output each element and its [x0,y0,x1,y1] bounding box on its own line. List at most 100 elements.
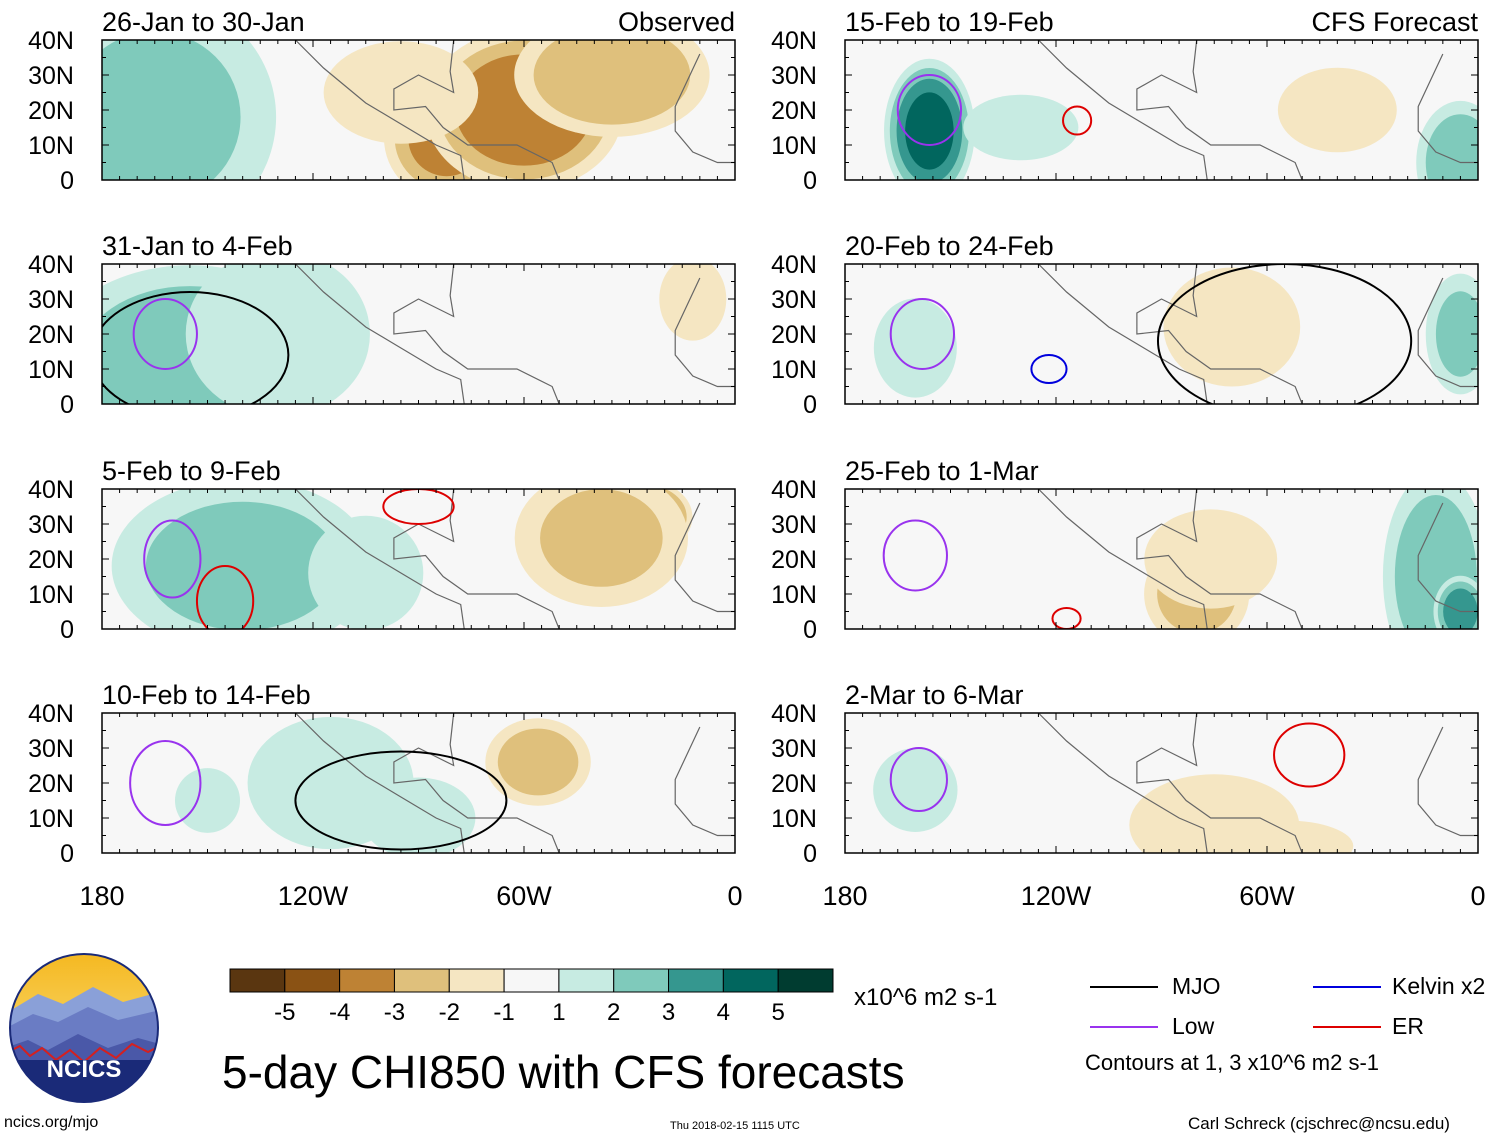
anomaly-region [1163,267,1301,387]
y-tick-label: 30N [28,511,74,539]
anomaly-region [185,264,370,404]
y-tick-label: 40N [28,27,74,55]
contour-er [382,489,455,525]
contour-note: Contours at 1, 3 x10^6 m2 s-1 [1085,1050,1380,1075]
anomaly-region [1425,114,1478,180]
contour-low [889,747,948,812]
coastline [294,713,735,853]
y-tick-label: 40N [28,476,74,504]
colorbar-tick-label: 3 [662,999,675,1026]
y-tick-label: 0 [803,391,817,419]
contour-low [132,298,198,370]
anomaly-region [659,264,727,341]
legend-lines [1090,986,1381,1028]
colorbar-swatch [284,968,341,993]
panel-title: 10-Feb to 14-Feb [102,680,311,710]
y-tick-label: 20N [28,546,74,574]
anomaly-region [540,489,663,587]
anomaly-region [1277,67,1397,153]
coastline [1037,264,1478,404]
legend-label-kelvin: Kelvin x2 [1392,973,1486,999]
coastline [294,264,735,404]
coastline [1037,713,1478,853]
anomaly-region [497,728,579,796]
anomaly-region [873,748,958,832]
contour-er [1062,105,1093,136]
y-tick-label: 30N [771,286,817,314]
y-tick-label: 30N [771,62,817,90]
colorbar-tick-label: -4 [329,999,350,1026]
colorbar-swatch [558,968,615,993]
anomaly-region [1144,509,1278,609]
y-tick-label: 20N [771,321,817,349]
y-tick-label: 30N [771,511,817,539]
y-tick-label: 10N [28,805,74,833]
y-tick-label: 40N [771,476,817,504]
y-tick-label: 30N [28,286,74,314]
panel-title: 26-Jan to 30-Jan [102,7,305,37]
timestamp: Thu 2018-02-15 1115 UTC [670,1120,800,1132]
anomaly-region [963,94,1079,161]
contour-er [195,565,255,629]
coastline [294,40,735,180]
y-tick-label: 40N [771,27,817,55]
legend-label-mjo: MJO [1172,973,1221,999]
contour-kelvin-x2 [1030,354,1068,384]
panel-title: 25-Feb to 1-Mar [845,456,1039,486]
author-credit: Carl Schreck (cjschrec@ncsu.edu) [1188,1114,1450,1133]
y-tick-label: 0 [60,616,74,644]
anomaly-region [905,92,954,170]
website-link[interactable]: ncics.org/mjo [4,1114,99,1131]
colorbar-tick-label: -3 [384,999,405,1026]
contour-low [896,74,963,146]
y-tick-label: 10N [771,356,817,384]
y-tick-label: 20N [28,321,74,349]
contour-er [1051,607,1082,629]
y-tick-label: 20N [28,97,74,125]
anomaly-region [1215,820,1354,853]
anomaly-region [873,298,957,398]
figure-title: 5-day CHI850 with CFS forecasts [222,1046,905,1098]
map-panel: 40N 30N 20N 10N 0 25-Feb to 1-Mar [771,456,1479,644]
y-tick-label: 30N [28,735,74,763]
contour-low [129,740,202,826]
y-tick-label: 10N [771,805,817,833]
panel-title: 15-Feb to 19-Feb [845,7,1054,37]
y-tick-label: 10N [771,581,817,609]
colorbar-swatch [613,968,670,993]
anomaly-region [323,41,479,144]
colorbar-swatch [393,968,450,993]
x-tick-label: 120W [278,881,349,911]
x-tick-label: 0 [727,881,742,911]
y-tick-label: 0 [803,840,817,868]
colorbar-tick-label: 4 [717,999,730,1026]
coastline [294,489,735,629]
y-tick-label: 10N [28,581,74,609]
x-tick-label: 0 [1470,881,1485,911]
map-panel: 40N 30N 20N 10N 0 2-Mar to 6-Mar 180 120W 60W 0 [771,680,1485,911]
colorbar-swatch [777,968,834,993]
colorbar-units: x10^6 m2 s-1 [854,984,998,1011]
x-tick-label: 60W [1239,881,1295,911]
anomaly-region [102,40,241,180]
anomaly-region [174,768,241,833]
map-panel: 40N 30N 20N 10N 0 15-Feb to 19-Feb CFS Forecas… [771,7,1479,195]
x-tick-label: 180 [822,881,867,911]
colorbar-swatch [448,968,505,993]
panel-title: 31-Jan to 4-Feb [102,231,293,261]
colorbar-swatch [668,968,724,993]
coastline [1037,40,1478,180]
anomaly-region [533,40,691,125]
x-tick-label: 60W [496,881,552,911]
colorbar-swatch [229,968,286,993]
panel-label: CFS Forecast [1311,7,1478,37]
anomaly-region [1435,291,1478,377]
y-tick-label: 20N [28,770,74,798]
contour-low [882,519,948,592]
coastline [1037,489,1478,629]
map-panel: 40N 30N 20N 10N 0 5-Feb to 9-Feb [28,456,736,644]
y-tick-label: 40N [771,251,817,279]
map-panel: 40N 30N 20N 10N 0 20-Feb to 24-Feb [771,231,1479,419]
